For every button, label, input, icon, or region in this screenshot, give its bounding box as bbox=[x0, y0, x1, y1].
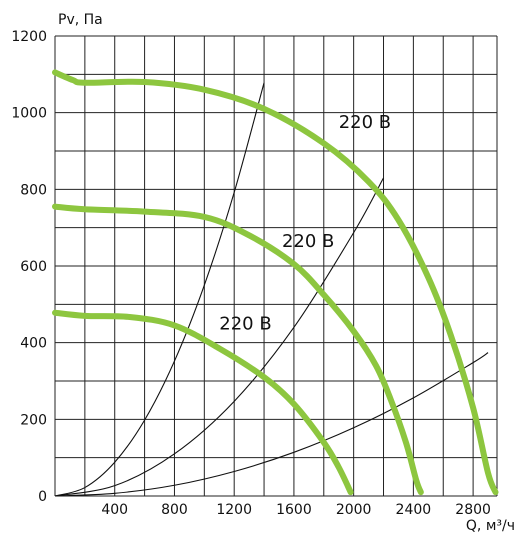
y-axis-title: Pv, Па bbox=[58, 12, 103, 28]
y-tick-label: 200 bbox=[20, 412, 47, 428]
x-tick-label: 2400 bbox=[396, 502, 432, 518]
system-curves bbox=[54, 82, 489, 497]
x-tick-label: 2000 bbox=[336, 502, 372, 518]
y-tick-label: 800 bbox=[20, 182, 47, 198]
fan-curve bbox=[52, 309, 354, 496]
x-tick-label: 400 bbox=[101, 502, 128, 518]
system-curve bbox=[54, 82, 265, 497]
y-tick-label: 600 bbox=[20, 259, 47, 275]
y-tick-label: 1200 bbox=[11, 29, 47, 45]
x-axis-title: Q, м³/ч bbox=[466, 518, 515, 534]
tick-labels: 0 200 400 600 800 1000 1200 400 800 1200 1600 2000 2… bbox=[11, 29, 491, 518]
grid bbox=[54, 35, 498, 497]
fan-curve-label: 220 В bbox=[282, 231, 334, 252]
x-tick-label: 1200 bbox=[216, 502, 252, 518]
fan-curve-label: 220 В bbox=[219, 313, 271, 334]
curve-labels: 220 В 220 В 220 В bbox=[219, 112, 391, 334]
fan-curve-label: 220 В bbox=[339, 112, 391, 133]
x-tick-label: 800 bbox=[161, 502, 188, 518]
system-curve bbox=[54, 352, 489, 497]
fan-curve bbox=[52, 69, 499, 496]
fan-curves bbox=[52, 69, 499, 496]
fan-curve bbox=[52, 203, 424, 496]
x-tick-label: 1600 bbox=[276, 502, 312, 518]
system-curve bbox=[54, 177, 384, 497]
y-tick-label: 0 bbox=[38, 489, 47, 505]
y-tick-label: 400 bbox=[20, 336, 47, 352]
y-tick-label: 1000 bbox=[11, 106, 47, 122]
x-tick-label: 2800 bbox=[455, 502, 491, 518]
